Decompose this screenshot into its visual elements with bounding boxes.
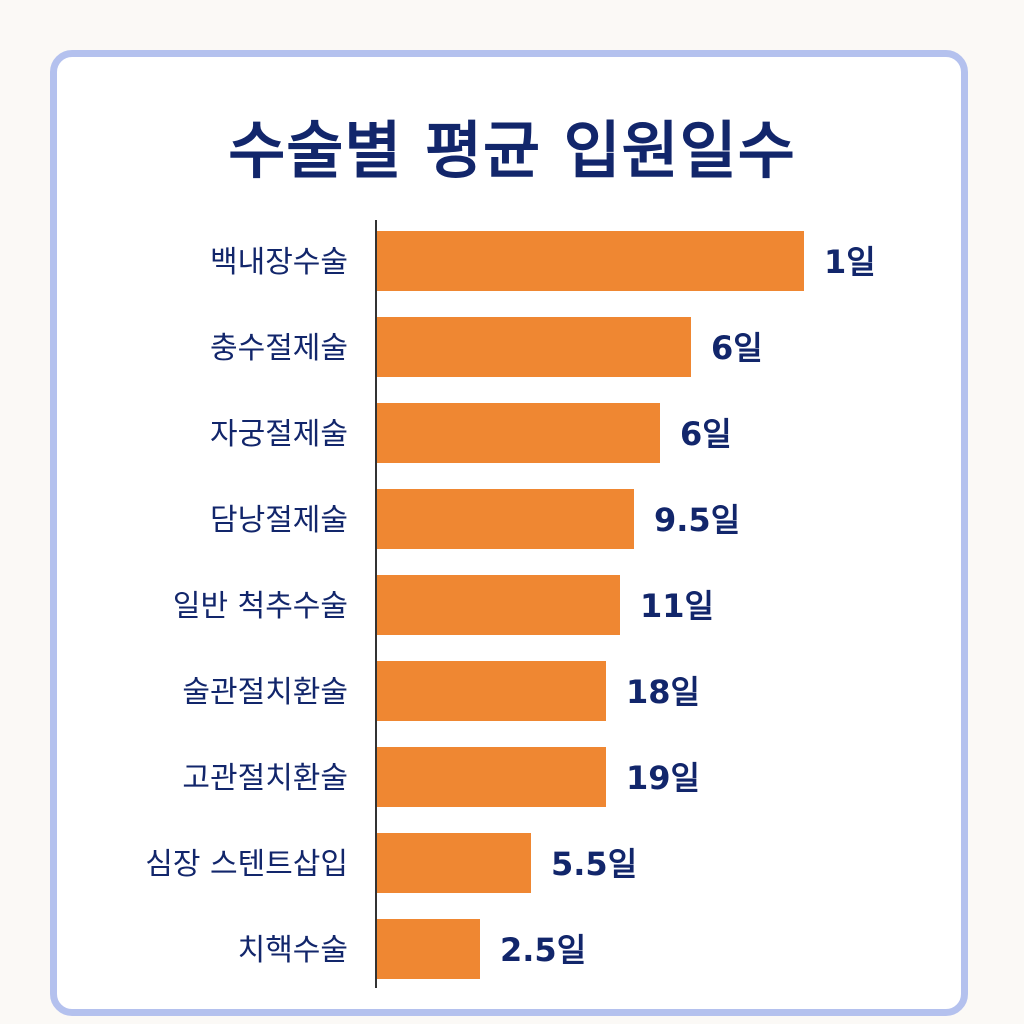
value-label: 5.5일 [551,845,637,883]
value-label: 6일 [680,415,732,453]
bar [377,747,606,807]
value-label: 6일 [711,329,763,367]
value-label: 18일 [626,673,700,711]
bar [377,575,620,635]
category-label: 백내장수술 [210,245,348,280]
category-label: 심장 스텐트삽입 [145,847,348,882]
bar [377,919,480,979]
value-label: 2.5일 [500,931,586,969]
category-label: 치핵수술 [238,933,348,968]
category-label: 고관절치환술 [182,761,348,796]
bar [377,231,804,291]
category-label: 충수절제술 [210,331,348,366]
category-label: 일반 척추수술 [173,589,348,624]
category-label: 담낭절제술 [210,503,348,538]
bar [377,403,660,463]
value-label: 19일 [626,759,700,797]
category-label: 술관절치환술 [182,675,348,710]
bar [377,489,634,549]
bar [377,317,691,377]
bar [377,661,606,721]
value-label: 11일 [640,587,714,625]
value-label: 1일 [824,243,876,281]
value-label: 9.5일 [654,501,740,539]
chart-title: 수술별 평균 입원일수 [228,114,796,187]
category-label: 자궁절제술 [210,417,348,452]
bar [377,833,531,893]
